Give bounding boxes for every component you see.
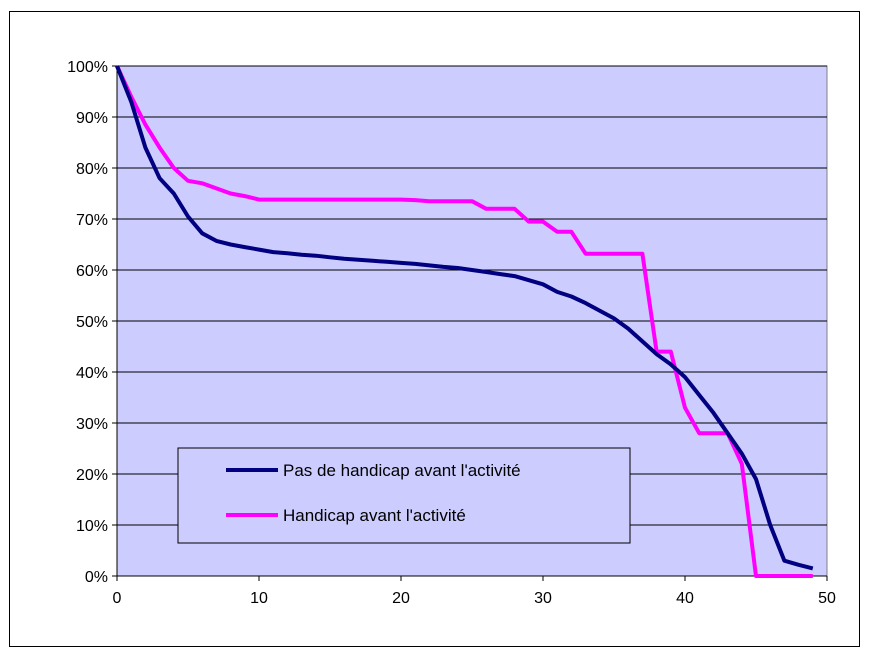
y-tick-label: 100%: [67, 59, 108, 76]
y-tick-label: 10%: [76, 518, 108, 535]
chart-frame: 0% 10% 20% 30% 40% 50% 60% 70% 80% 90% 100% 0 10 20 3…: [9, 11, 860, 647]
y-tick-label: 50%: [76, 314, 108, 331]
y-tick-label: 90%: [76, 110, 108, 127]
x-tick-label: 30: [534, 590, 552, 607]
x-tick-labels: 0 10 20 30 40 50: [113, 590, 836, 607]
x-tick-label: 50: [818, 590, 836, 607]
line-chart: 0% 10% 20% 30% 40% 50% 60% 70% 80% 90% 100% 0 10 20 3…: [67, 59, 836, 607]
legend-box: [177, 447, 631, 544]
x-tick-label: 20: [392, 590, 410, 607]
y-tick-label: 0%: [85, 569, 108, 586]
y-tick-labels: 0% 10% 20% 30% 40% 50% 60% 70% 80% 90% 100%: [67, 59, 108, 586]
axes: [112, 65, 828, 581]
y-tick-label: 20%: [76, 467, 108, 484]
x-tick-label: 10: [250, 590, 268, 607]
x-tick-label: 40: [676, 590, 694, 607]
x-tick-label: 0: [113, 590, 122, 607]
y-tick-label: 70%: [76, 212, 108, 229]
y-tick-label: 60%: [76, 263, 108, 280]
y-tick-label: 30%: [76, 416, 108, 433]
legend-label-handicap: Handicap avant l'activité: [283, 506, 466, 525]
y-tick-label: 40%: [76, 365, 108, 382]
series-lines: [115, 65, 814, 578]
y-tick-label: 80%: [76, 161, 108, 178]
legend: Pas de handicap avant l'activité Handica…: [177, 447, 631, 544]
series-line-pas-de-handicap: [115, 65, 814, 571]
legend-label-pas-de-handicap: Pas de handicap avant l'activité: [283, 461, 521, 480]
